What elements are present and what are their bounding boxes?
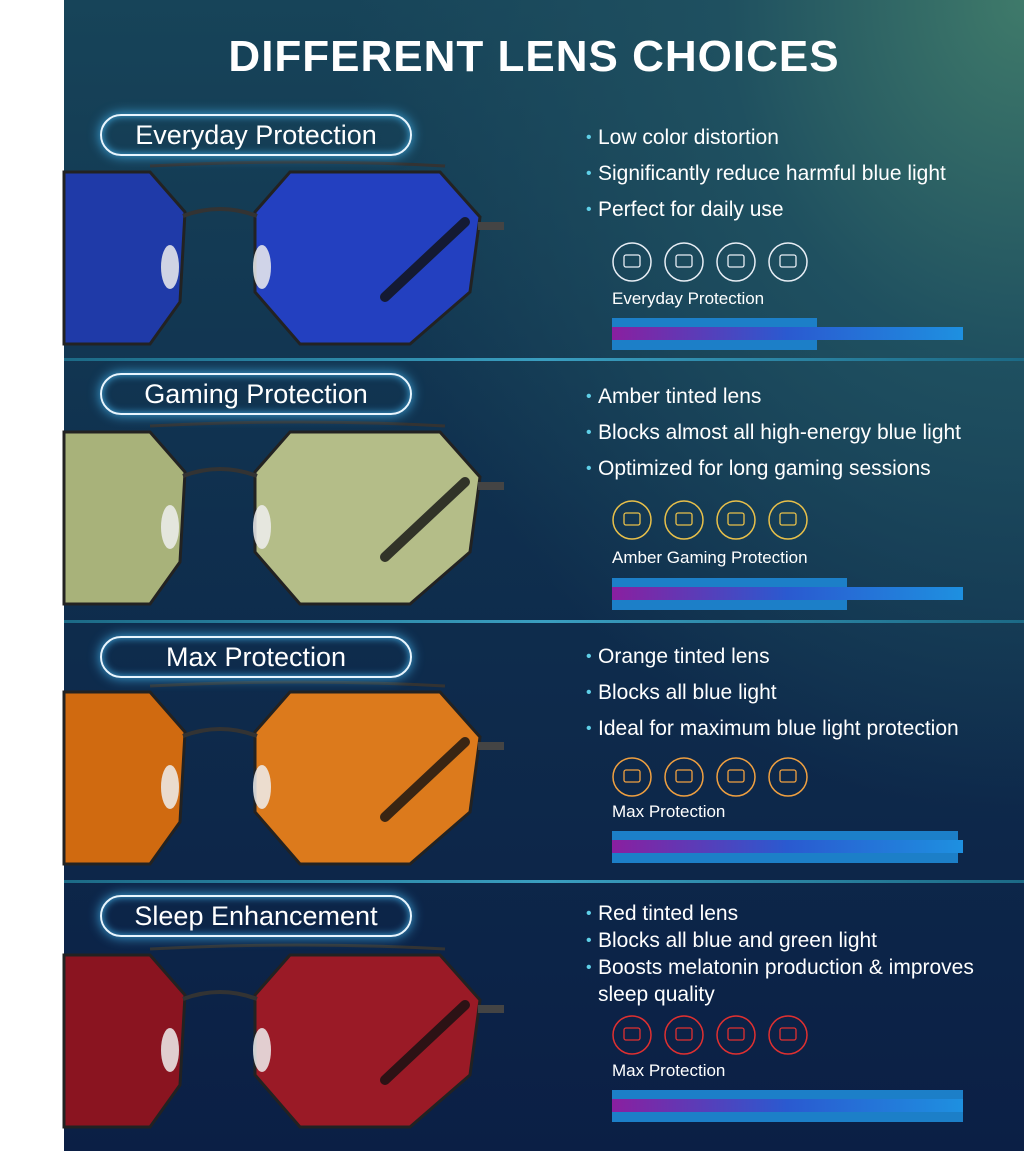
icon bbox=[612, 500, 652, 540]
icon-glyph bbox=[623, 769, 641, 783]
section-label: Max Protection bbox=[100, 636, 412, 678]
icon bbox=[664, 757, 704, 797]
icon-glyph bbox=[779, 512, 797, 526]
nose-pad bbox=[161, 505, 179, 549]
nose-pad bbox=[161, 1028, 179, 1072]
icon bbox=[664, 1015, 704, 1055]
left-lens bbox=[62, 953, 187, 1129]
bullet: Blocks almost all high-energy blue light bbox=[586, 419, 998, 446]
bullet: Ideal for maximum blue light protection bbox=[586, 715, 998, 742]
separator bbox=[64, 880, 1024, 883]
icon-glyph bbox=[727, 254, 745, 268]
bridge bbox=[182, 207, 258, 218]
section-label: Gaming Protection bbox=[100, 373, 412, 415]
icon-glyph bbox=[779, 769, 797, 783]
icon bbox=[716, 1015, 756, 1055]
icon-glyph bbox=[675, 512, 693, 526]
temple bbox=[380, 1000, 470, 1085]
hinge bbox=[478, 742, 504, 750]
right-lens bbox=[253, 953, 482, 1129]
protection-bar bbox=[612, 840, 963, 853]
bullet: Blocks all blue light bbox=[586, 679, 998, 706]
right-lens bbox=[253, 170, 482, 346]
icon bbox=[768, 242, 808, 282]
frame-bar bbox=[149, 680, 446, 688]
icon bbox=[716, 757, 756, 797]
separator bbox=[64, 620, 1024, 623]
section-label: Everyday Protection bbox=[100, 114, 412, 156]
icon-glyph bbox=[675, 769, 693, 783]
temple bbox=[380, 737, 470, 822]
icon-glyph bbox=[727, 512, 745, 526]
bullet: Significantly reduce harmful blue light bbox=[586, 160, 998, 187]
bridge bbox=[182, 990, 258, 1001]
icon bbox=[612, 242, 652, 282]
temple bbox=[380, 477, 470, 562]
left-lens bbox=[62, 170, 187, 346]
protection-bar bbox=[612, 327, 963, 340]
nose-pad bbox=[253, 245, 271, 289]
icon-glyph bbox=[623, 254, 641, 268]
bridge bbox=[182, 467, 258, 478]
frame-bar bbox=[149, 160, 446, 168]
frame-bar bbox=[149, 420, 446, 428]
temple bbox=[380, 217, 470, 302]
nose-pad bbox=[161, 765, 179, 809]
icon-glyph bbox=[727, 1027, 745, 1041]
icon bbox=[612, 757, 652, 797]
bullet: Boosts melatonin production & improves s… bbox=[586, 954, 998, 1008]
bullet: Amber tinted lens bbox=[586, 383, 998, 410]
nose-pad bbox=[253, 505, 271, 549]
bullet: Orange tinted lens bbox=[586, 643, 998, 670]
bullet: Low color distortion bbox=[586, 124, 998, 151]
protection-bar bbox=[612, 587, 963, 600]
nose-pad bbox=[161, 245, 179, 289]
section-label: Sleep Enhancement bbox=[100, 895, 412, 937]
icon-caption: Everyday Protection bbox=[612, 289, 765, 308]
icon-glyph bbox=[623, 512, 641, 526]
page-title: DIFFERENT LENS CHOICES bbox=[228, 32, 840, 81]
icon bbox=[716, 242, 756, 282]
icon-glyph bbox=[727, 769, 745, 783]
icon bbox=[612, 1015, 652, 1055]
bullet: Perfect for daily use bbox=[586, 196, 998, 223]
hinge bbox=[478, 1005, 504, 1013]
icon-caption: Max Protection bbox=[612, 802, 726, 821]
icon-glyph bbox=[675, 254, 693, 268]
hinge bbox=[478, 482, 504, 490]
left-lens bbox=[62, 690, 187, 866]
protection-bar bbox=[612, 1099, 963, 1112]
right-lens bbox=[253, 430, 482, 606]
frame-bar bbox=[149, 943, 446, 951]
left-lens bbox=[62, 430, 187, 606]
icon-caption: Amber Gaming Protection bbox=[612, 548, 808, 567]
icon-glyph bbox=[779, 254, 797, 268]
icon bbox=[768, 757, 808, 797]
bridge bbox=[182, 727, 258, 738]
icon bbox=[716, 500, 756, 540]
icon bbox=[768, 1015, 808, 1055]
icon-glyph bbox=[779, 1027, 797, 1041]
icon-glyph bbox=[675, 1027, 693, 1041]
bullet: Blocks all blue and green light bbox=[586, 927, 998, 954]
right-lens bbox=[253, 690, 482, 866]
icon bbox=[768, 500, 808, 540]
hinge bbox=[478, 222, 504, 230]
separator bbox=[64, 358, 1024, 361]
icon-caption: Max Protection bbox=[612, 1061, 726, 1080]
icon-glyph bbox=[623, 1027, 641, 1041]
bullet: Red tinted lens bbox=[586, 900, 998, 927]
icon bbox=[664, 500, 704, 540]
bullet: Optimized for long gaming sessions bbox=[586, 455, 998, 482]
nose-pad bbox=[253, 1028, 271, 1072]
nose-pad bbox=[253, 765, 271, 809]
icon bbox=[664, 242, 704, 282]
